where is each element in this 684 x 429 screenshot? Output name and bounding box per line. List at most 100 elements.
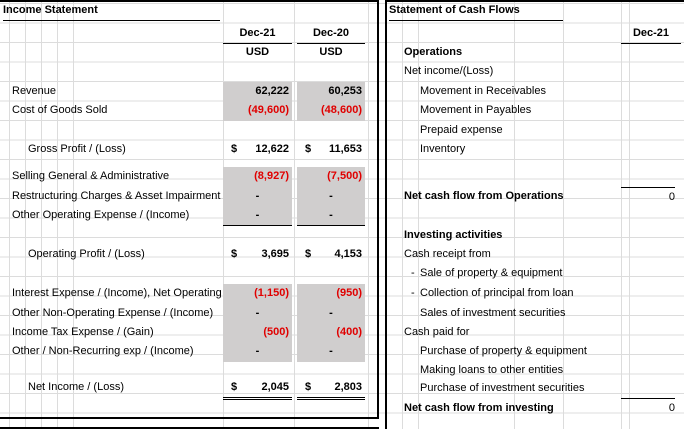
- value-cell[interactable]: -: [255, 307, 260, 319]
- value-cell[interactable]: (49,600): [248, 104, 289, 116]
- value-cell[interactable]: (7,500): [327, 170, 362, 182]
- value-cell[interactable]: -: [329, 345, 333, 357]
- cf-total-operations-label: Net cash flow from Operations: [404, 190, 564, 202]
- gridline: [418, 0, 419, 429]
- row-label: Other Operating Expense / (Income): [12, 209, 190, 221]
- bullet-dash: -: [411, 287, 415, 299]
- cashflow-box-top-border: [385, 0, 684, 2]
- row-label: Revenue: [12, 85, 57, 97]
- value-cell[interactable]: -: [329, 209, 333, 221]
- cf-total-investing-value[interactable]: 0: [621, 398, 675, 418]
- cf-row-cash-paid: Cash paid for: [404, 326, 470, 338]
- gridline: [621, 0, 622, 429]
- bullet-dash: -: [411, 267, 415, 279]
- cf-row-making-loans: Making loans to other entities: [420, 364, 564, 376]
- gridline: [73, 0, 74, 429]
- value-cell[interactable]: 12,622: [255, 143, 289, 155]
- value-cell[interactable]: (950): [336, 287, 362, 299]
- row-label: Income Tax Expense / (Gain): [12, 326, 154, 338]
- currency-symbol: $: [231, 248, 238, 260]
- cf-row-receivables: Movement in Receivables: [420, 85, 546, 97]
- cf-total-investing-label: Net cash flow from investing: [404, 402, 554, 414]
- cf-row-net-income: Net income/(Loss): [404, 65, 494, 77]
- value-cell[interactable]: 60,253: [328, 85, 362, 97]
- value-cell[interactable]: -: [255, 190, 260, 202]
- currency-symbol: $: [231, 381, 238, 393]
- cash-flow-title: Statement of Cash Flows: [389, 1, 563, 21]
- value-cell[interactable]: -: [255, 345, 260, 357]
- cf-row-purchase-securities: Purchase of investment securities: [420, 382, 585, 394]
- income-box-top-border: [0, 0, 378, 2]
- lower-box-right-border: [377, 427, 379, 429]
- value-cell[interactable]: (500): [263, 326, 289, 338]
- value-cell[interactable]: (400): [336, 326, 362, 338]
- table-row-operating-profit: Operating Profit / (Loss) $ 3,695 $ 4,15…: [0, 245, 370, 264]
- gridline: [25, 0, 26, 429]
- input-cells-nonop-col1: [223, 284, 292, 362]
- gridline: [57, 0, 58, 429]
- cf-row-prepaid: Prepaid expense: [420, 124, 503, 136]
- value-cell[interactable]: 11,653: [328, 143, 362, 155]
- table-row-net-income: Net Income / (Loss) $ 2,045 $ 2,803: [0, 378, 370, 400]
- gridline: [368, 0, 369, 429]
- input-cells-nonop-col2: [297, 284, 365, 362]
- row-label: Selling General & Administrative: [12, 170, 170, 182]
- row-label: Restructuring Charges & Asset Impairment: [12, 190, 221, 202]
- value-cell[interactable]: 2,803: [334, 381, 362, 393]
- value-cell[interactable]: 3,695: [261, 248, 289, 260]
- gridline: [9, 0, 10, 429]
- gridline: [514, 0, 515, 429]
- cf-row-cash-receipt: Cash receipt from: [404, 248, 491, 260]
- input-cells-opex-col2: [297, 167, 365, 226]
- column-header-period-2: Dec-20: [297, 24, 365, 44]
- gridline: [563, 0, 564, 429]
- table-row-revenue: Revenue 62,222 60,253: [0, 82, 370, 101]
- income-box-right-border: [377, 0, 379, 419]
- input-cells-opex-col1: [223, 167, 292, 226]
- column-header-currency-1: USD: [245, 46, 270, 58]
- value-cell[interactable]: -: [255, 209, 260, 221]
- input-cells-revenue-col2: [297, 82, 365, 121]
- row-label: Gross Profit / (Loss): [28, 143, 126, 155]
- input-cells-revenue-col1: [223, 82, 292, 121]
- value-cell[interactable]: -: [329, 190, 333, 202]
- gridline: [629, 0, 630, 429]
- cf-total-operations-value[interactable]: 0: [621, 187, 675, 207]
- gridline: [294, 0, 295, 429]
- table-row-other-nonrec: Other / Non-Recurring exp / (Income) - -: [0, 342, 370, 361]
- column-header-period: Dec-21: [621, 24, 681, 44]
- income-statement-title: Income Statement: [3, 1, 220, 21]
- section-heading-investing: Investing activities: [404, 229, 503, 241]
- currency-symbol: $: [231, 143, 238, 155]
- value-cell[interactable]: (48,600): [321, 104, 362, 116]
- double-underline: [223, 378, 292, 400]
- column-header-period-1: Dec-21: [223, 24, 292, 44]
- currency-symbol: $: [305, 248, 312, 260]
- gridline: [41, 0, 42, 429]
- currency-symbol: $: [305, 143, 312, 155]
- cf-row-inventory: Inventory: [420, 143, 466, 155]
- value-cell[interactable]: (1,150): [254, 287, 289, 299]
- cf-row-purchase-ppe: Purchase of property & equipment: [420, 345, 587, 357]
- value-cell[interactable]: (8,927): [254, 170, 289, 182]
- row-label: Cost of Goods Sold: [12, 104, 108, 116]
- cf-row-sale-ppe: Sale of property & equipment: [420, 267, 563, 279]
- income-box-bottom-border: [0, 417, 379, 419]
- value-cell[interactable]: 2,045: [261, 381, 289, 393]
- value-cell[interactable]: 4,153: [334, 248, 362, 260]
- cf-row-collection-loan: Collection of principal from loan: [420, 287, 574, 299]
- table-row-interest: Interest Expense / (Income), Net Operati…: [0, 284, 370, 303]
- cf-row-payables: Movement in Payables: [420, 104, 532, 116]
- table-row-other-opex: Other Operating Expense / (Income) - -: [0, 206, 370, 225]
- table-row-restructuring: Restructuring Charges & Asset Impairment…: [0, 187, 370, 206]
- value-cell[interactable]: 62,222: [255, 85, 289, 97]
- table-row-gross-profit: Gross Profit / (Loss) $ 12,622 $ 11,653: [0, 140, 370, 159]
- section-heading-operations: Operations: [404, 46, 463, 58]
- table-row-cogs: Cost of Goods Sold (49,600) (48,600): [0, 101, 370, 120]
- row-label: Other / Non-Recurring exp / (Income): [12, 345, 194, 357]
- table-row-sga: Selling General & Administrative (8,927)…: [0, 167, 370, 186]
- row-label: Interest Expense / (Income), Net Operati…: [12, 287, 222, 299]
- row-label: Net Income / (Loss): [28, 381, 124, 393]
- value-cell[interactable]: -: [329, 307, 333, 319]
- gridline: [402, 0, 403, 429]
